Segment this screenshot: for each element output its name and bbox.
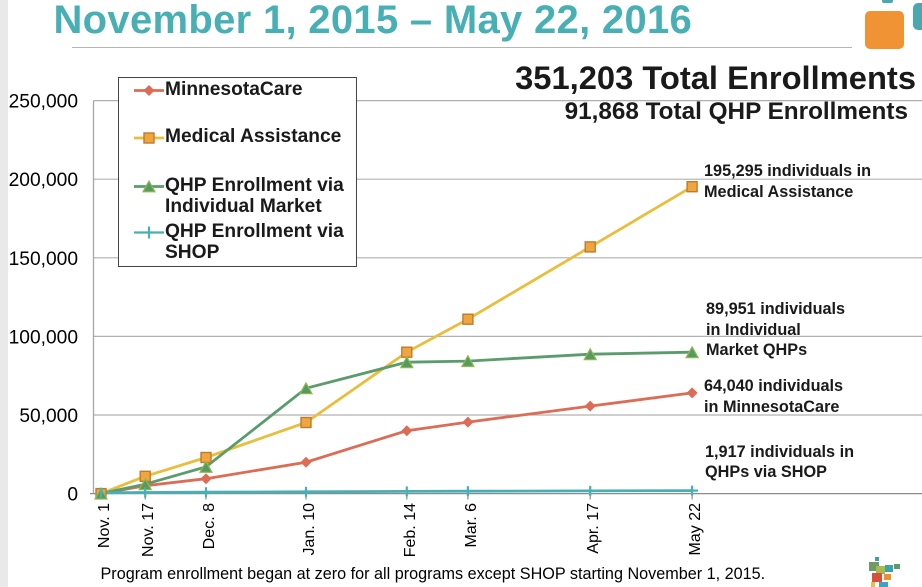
svg-text:0: 0 [67,485,78,506]
svg-text:150,000: 150,000 [9,249,78,270]
svg-text:Mar. 6: Mar. 6 [463,503,480,548]
svg-text:May 22: May 22 [687,503,704,556]
svg-text:Nov. 17: Nov. 17 [140,503,157,557]
svg-text:Dec. 8: Dec. 8 [201,503,218,549]
svg-text:200,000: 200,000 [9,170,78,191]
svg-text:Nov. 1: Nov. 1 [96,503,113,548]
svg-text:100,000: 100,000 [9,327,78,348]
svg-text:Apr. 17: Apr. 17 [585,503,602,554]
svg-text:50,000: 50,000 [19,406,78,427]
svg-text:Jan. 10: Jan. 10 [301,503,318,556]
svg-text:250,000: 250,000 [9,92,78,113]
svg-text:Feb. 14: Feb. 14 [402,503,419,557]
